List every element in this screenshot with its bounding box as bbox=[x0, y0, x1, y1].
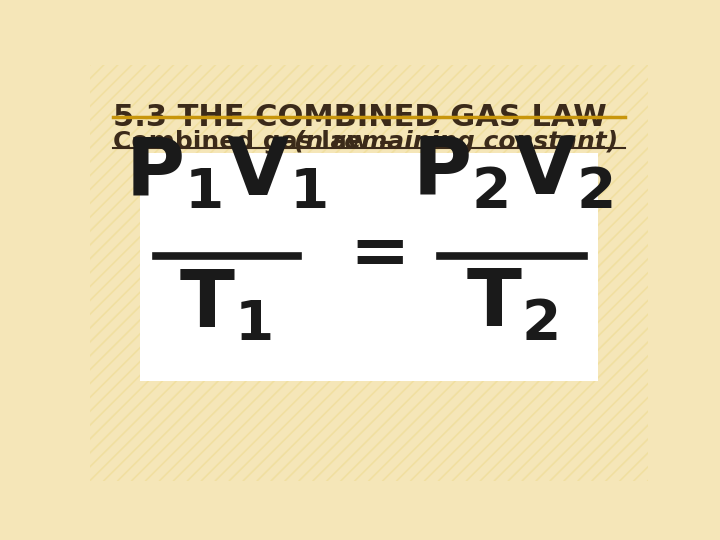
Text: $\mathbf{T_1}$: $\mathbf{T_1}$ bbox=[179, 267, 272, 345]
Text: (n remaining constant): (n remaining constant) bbox=[294, 130, 618, 154]
Text: $\mathbf{=}$: $\mathbf{=}$ bbox=[335, 218, 403, 287]
Text: 5.3 THE COMBINED GAS LAW: 5.3 THE COMBINED GAS LAW bbox=[113, 103, 607, 132]
Text: Combined gas law –: Combined gas law – bbox=[113, 130, 400, 154]
Bar bbox=[140, 153, 598, 381]
Text: $\mathbf{T_2}$: $\mathbf{T_2}$ bbox=[467, 267, 559, 345]
Text: $\mathbf{P_1V_1}$: $\mathbf{P_1V_1}$ bbox=[125, 134, 326, 213]
Text: $\mathbf{P_2V_2}$: $\mathbf{P_2V_2}$ bbox=[412, 134, 613, 213]
